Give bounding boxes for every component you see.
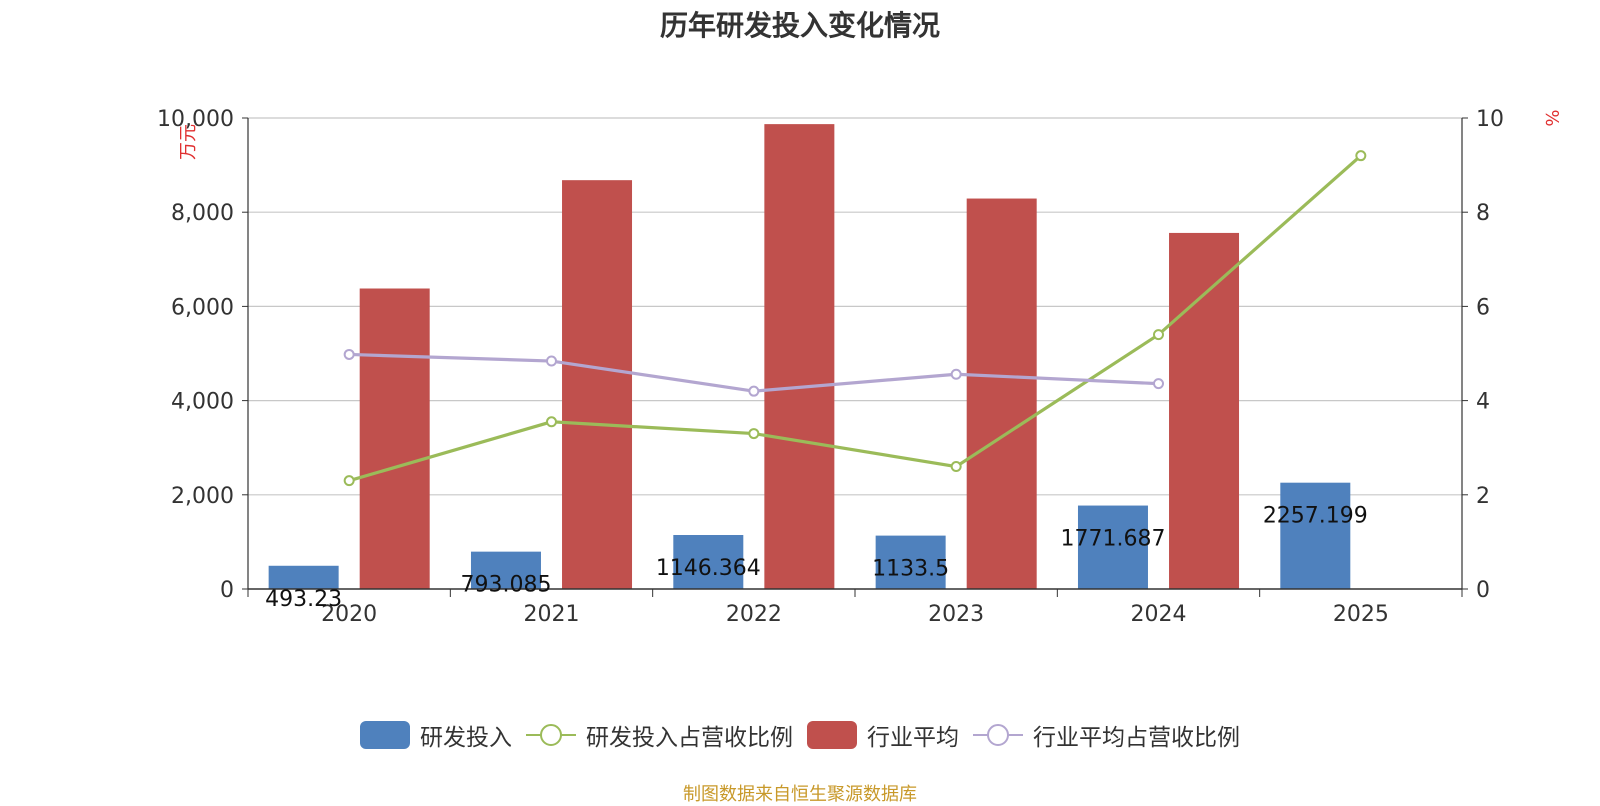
y-right-tick-label: 10 xyxy=(1476,107,1504,132)
legend-item-industry[interactable]: 行业平均 xyxy=(807,718,959,752)
line-point xyxy=(1355,150,1367,162)
bar xyxy=(966,198,1037,589)
series-line xyxy=(349,352,1159,393)
x-tick-label: 2021 xyxy=(524,602,580,627)
line-point xyxy=(950,368,962,380)
bar xyxy=(470,551,541,589)
line-point xyxy=(748,385,760,397)
line-point xyxy=(1153,329,1164,341)
y-right-tick-label: 0 xyxy=(1476,578,1490,603)
y-right-tick-label: 4 xyxy=(1476,390,1490,415)
line-point xyxy=(343,475,355,487)
grid-lines xyxy=(248,117,1462,496)
series-line xyxy=(348,154,1362,483)
legend-swatch-rd xyxy=(360,721,410,749)
y-right-tick-label: 2 xyxy=(1476,484,1490,509)
legend-item-rd-ratio[interactable]: 研发投入占营收比例 xyxy=(526,718,793,752)
bar xyxy=(673,535,744,589)
bar xyxy=(1280,482,1351,589)
lines xyxy=(343,150,1367,487)
legend-label-industry: 行业平均 xyxy=(867,725,959,751)
y-left-tick-label: 0 xyxy=(220,578,234,603)
y-right-tick-label: 8 xyxy=(1476,201,1490,226)
line-point xyxy=(343,348,355,360)
legend-label-rd-ratio: 研发投入占营收比例 xyxy=(586,725,793,751)
bar xyxy=(359,288,430,589)
line-point xyxy=(950,461,962,473)
bar-value-label: 1133.5 xyxy=(872,557,949,582)
bar-value-label: 1771.687 xyxy=(1060,527,1165,552)
legend-label-industry-ratio: 行业平均占营收比例 xyxy=(1033,725,1240,751)
data-labels: 493.23 793.085 1146.364 1133.5 1771.687 2257.… xyxy=(265,504,1368,612)
legend-item-industry-ratio[interactable]: 行业平均占营收比例 xyxy=(973,718,1240,752)
legend-swatch-rd-ratio xyxy=(526,724,576,746)
bar-value-label: 1146.364 xyxy=(656,556,761,581)
x-tick-label: 2020 xyxy=(321,602,377,627)
x-tick-label: 2023 xyxy=(928,602,984,627)
bar xyxy=(1077,505,1148,589)
y-left-axis-label: 万元 xyxy=(178,124,199,160)
line-point xyxy=(1153,378,1164,390)
bar xyxy=(562,180,633,589)
y-left-tick-label: 8,000 xyxy=(171,201,234,226)
bar xyxy=(1169,232,1240,589)
x-tick-label: 2025 xyxy=(1333,602,1389,627)
bar-value-label: 2257.199 xyxy=(1263,504,1368,529)
chart-title: 历年研发投入变化情况 xyxy=(659,9,940,42)
legend-label-rd: 研发投入 xyxy=(420,725,512,751)
y-left-tick-label: 10,000 xyxy=(157,107,234,132)
bar xyxy=(268,565,339,589)
source-note: 制图数据来自恒生聚源数据库 xyxy=(683,784,917,805)
legend-swatch-industry xyxy=(807,721,857,749)
legend-swatch-industry-ratio xyxy=(973,724,1023,746)
x-tick-label: 2024 xyxy=(1131,602,1187,627)
line-point xyxy=(546,355,557,367)
x-tick-label: 2022 xyxy=(726,602,782,627)
y-left-tick-label: 4,000 xyxy=(171,390,234,415)
line-point xyxy=(748,428,760,440)
y-left-tick-label: 2,000 xyxy=(171,484,234,509)
bar-value-label: 493.23 xyxy=(265,587,342,612)
y-right-tick-label: 6 xyxy=(1476,295,1490,320)
line-point xyxy=(546,416,557,428)
legend: 研发投入 研发投入占营收比例 行业平均 行业平均占营收比例 xyxy=(0,718,1600,752)
bar-value-label: 793.085 xyxy=(460,573,551,598)
bar xyxy=(764,124,835,590)
legend-item-rd[interactable]: 研发投入 xyxy=(360,718,512,752)
y-right-axis-label: % xyxy=(1541,109,1562,126)
axes: 0 2,000 4,000 6,000 8,000 10,000 0 2 4 6 8 10 万元% 202… xyxy=(157,107,1562,627)
y-left-tick-label: 6,000 xyxy=(171,295,234,320)
bar xyxy=(875,535,946,589)
